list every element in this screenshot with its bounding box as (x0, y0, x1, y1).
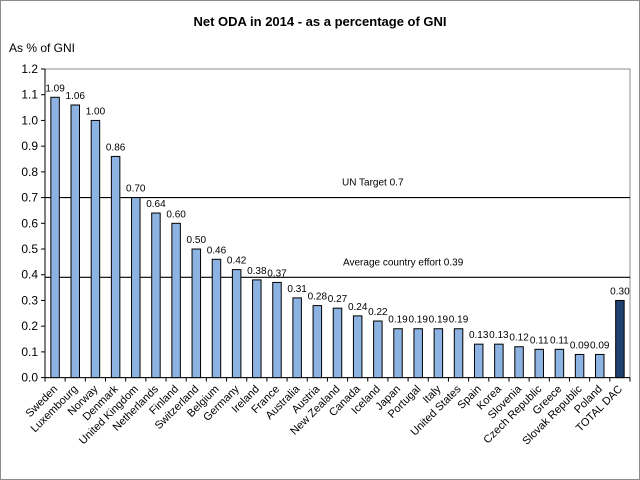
bar-slovenia (514, 346, 524, 379)
bar-austria (312, 305, 323, 379)
bar-slovak-republic (574, 353, 585, 379)
bar-united-kingdom (131, 197, 141, 379)
reference-line-label: UN Target 0.7 (342, 178, 404, 189)
y-tick-label: 0.8 (21, 165, 38, 179)
data-label: 1.00 (86, 106, 106, 117)
y-tick-label: 0.2 (21, 319, 38, 333)
bar-spain (473, 343, 484, 379)
y-tick-label: 1.2 (21, 62, 38, 76)
y-tick-label: 0.9 (21, 139, 38, 153)
data-label: 0.22 (368, 307, 388, 318)
data-label: 0.28 (308, 292, 328, 303)
y-tick-label: 0.5 (21, 242, 38, 256)
y-axis-label: As % of GNI (9, 41, 76, 55)
bar-total-dac (615, 299, 625, 379)
y-tick-label: 0.3 (21, 293, 38, 307)
y-tick-label: 0.4 (21, 268, 38, 282)
data-label: 0.19 (408, 315, 428, 326)
chart-title: Net ODA in 2014 - as a percentage of GNI (193, 14, 447, 29)
bar-poland (594, 353, 605, 379)
bar-greece (554, 348, 565, 379)
data-label: 0.30 (610, 286, 630, 297)
data-label: 0.37 (267, 268, 287, 279)
data-label: 0.50 (187, 235, 207, 246)
data-label: 1.06 (66, 91, 86, 102)
bar-new-zealand (332, 307, 343, 379)
data-label: 0.13 (489, 330, 509, 341)
bar-iceland (373, 320, 383, 379)
data-label: 0.09 (590, 340, 610, 351)
bar-norway (90, 119, 101, 379)
y-tick-label: 1.0 (21, 113, 38, 127)
data-label: 0.31 (287, 284, 307, 295)
data-label: 0.24 (348, 302, 368, 313)
bar-ireland (252, 279, 262, 379)
data-label: 0.19 (449, 315, 469, 326)
reference-line-label: Average country effort 0.39 (343, 257, 464, 268)
bar-portugal (413, 328, 423, 379)
bar-australia (292, 297, 302, 379)
bar-france (272, 281, 282, 379)
bar-finland (171, 222, 181, 379)
y-tick-label: 0.7 (21, 191, 38, 205)
bar-czech-republic (534, 348, 544, 379)
y-tick-label: 0.1 (21, 345, 38, 359)
bar-japan (393, 328, 403, 379)
y-tick-label: 0.6 (21, 216, 38, 230)
bar-switzerland (191, 248, 202, 379)
data-label: 0.19 (429, 315, 449, 326)
data-label: 1.09 (45, 83, 65, 94)
data-label: 0.70 (126, 184, 146, 195)
data-label: 0.12 (509, 333, 529, 344)
data-label: 0.60 (166, 209, 186, 220)
data-label: 0.46 (207, 245, 227, 256)
bar-germany (231, 269, 242, 379)
bar-sweden (50, 96, 60, 379)
y-tick-label: 0.0 (21, 371, 38, 385)
data-label: 0.27 (328, 294, 348, 305)
bar-italy (433, 328, 444, 379)
data-label: 0.13 (469, 330, 489, 341)
y-tick-label: 1.1 (21, 88, 38, 102)
bar-korea (494, 343, 504, 379)
bar-belgium (211, 258, 222, 379)
bar-denmark (110, 155, 121, 379)
data-label: 0.09 (570, 340, 590, 351)
data-label: 0.38 (247, 266, 267, 277)
data-label: 0.64 (146, 199, 166, 210)
data-label: 0.19 (388, 315, 408, 326)
data-label: 0.86 (106, 142, 126, 153)
bar-united-states (453, 328, 464, 379)
data-label: 0.42 (227, 256, 247, 267)
data-label: 0.11 (550, 335, 569, 346)
data-label: 0.11 (530, 335, 549, 346)
bar-canada (352, 315, 363, 379)
bar-netherlands (151, 212, 161, 379)
bar-luxembourg (70, 104, 81, 379)
